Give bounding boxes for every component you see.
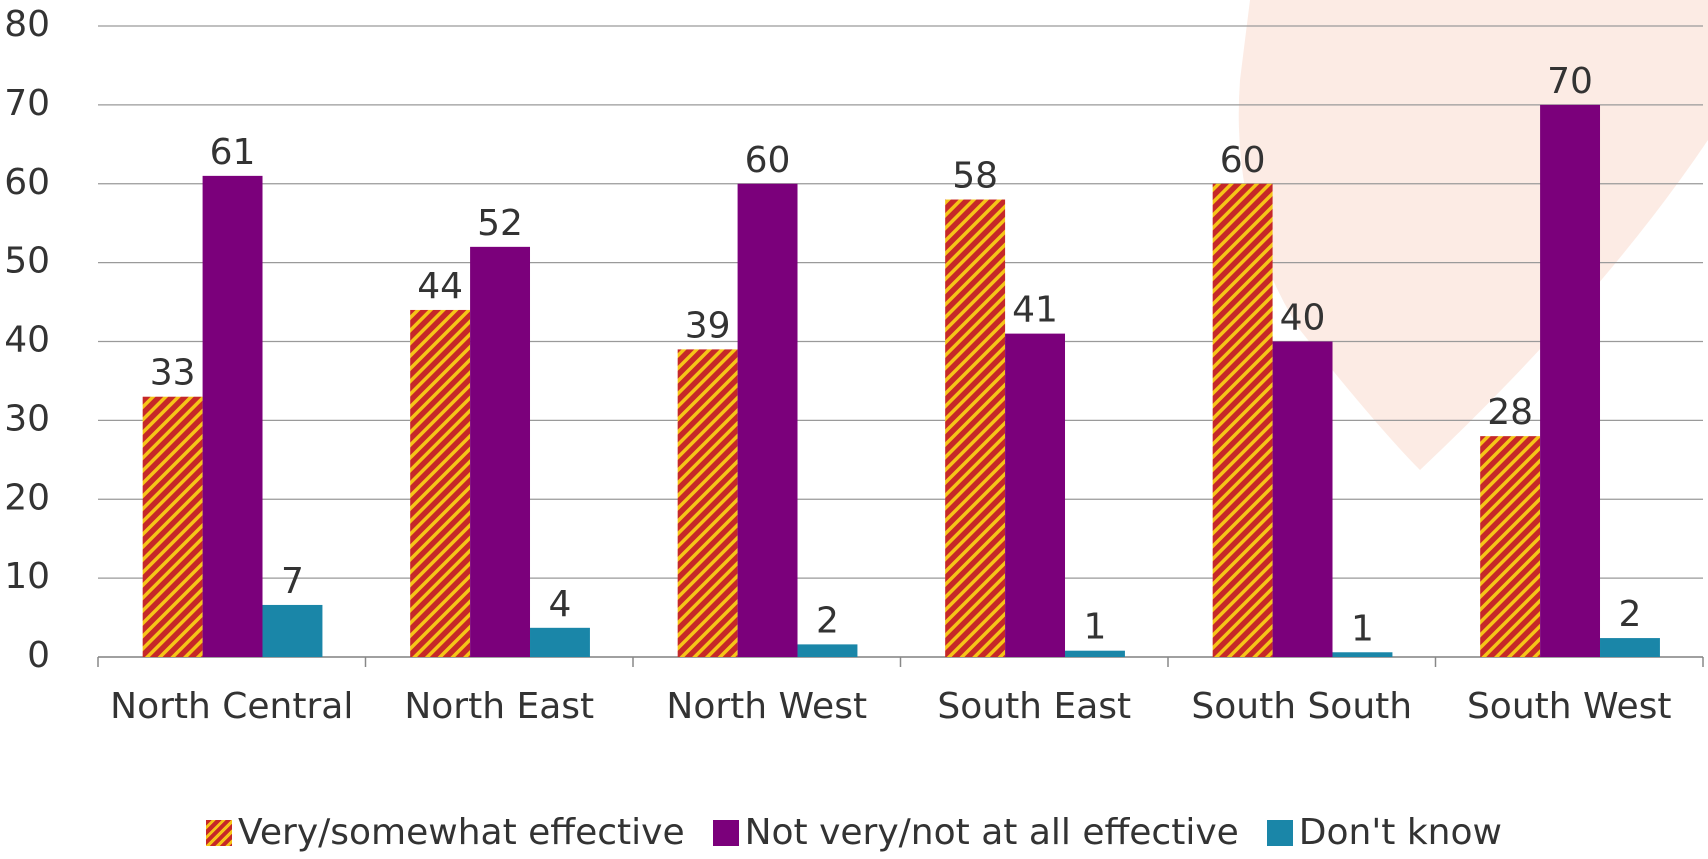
legend-swatch xyxy=(712,820,739,846)
legend-swatch xyxy=(1266,820,1293,846)
legend: Very/somewhat effective Not very/not at a… xyxy=(0,812,1708,853)
x-tick-label: North West xyxy=(666,686,868,727)
data-label: 28 xyxy=(1487,392,1533,433)
data-label: 4 xyxy=(549,584,572,625)
data-label: 60 xyxy=(745,140,791,181)
x-tick-label: South East xyxy=(937,686,1132,727)
data-label: 44 xyxy=(417,266,463,307)
x-tick-label: North East xyxy=(404,686,595,727)
data-label: 2 xyxy=(816,600,839,641)
bar xyxy=(737,183,798,657)
data-label: 40 xyxy=(1280,298,1326,339)
data-label: 1 xyxy=(1351,608,1374,649)
legend-swatch xyxy=(206,820,233,846)
y-tick-label: 80 xyxy=(4,4,50,45)
y-tick-label: 50 xyxy=(4,241,50,282)
bar xyxy=(797,644,858,657)
bar xyxy=(262,604,323,657)
legend-item: Very/somewhat effective xyxy=(206,812,685,853)
bar xyxy=(1600,638,1660,657)
y-tick-label: 60 xyxy=(4,162,50,203)
data-label: 60 xyxy=(1220,140,1266,181)
legend-label: Not very/not at all effective xyxy=(744,812,1239,853)
y-tick-label: 10 xyxy=(4,556,50,597)
bar xyxy=(142,396,203,657)
x-tick-label: South West xyxy=(1466,686,1672,727)
data-label: 70 xyxy=(1547,61,1593,102)
bar xyxy=(202,175,263,658)
bar xyxy=(1540,104,1601,657)
y-tick-label: 40 xyxy=(4,320,50,361)
data-label: 33 xyxy=(150,353,196,394)
data-label: 39 xyxy=(685,305,731,346)
bar xyxy=(1332,652,1393,657)
x-tick-label: South South xyxy=(1191,686,1413,727)
bar xyxy=(1272,341,1333,657)
data-label: 2 xyxy=(1619,594,1642,635)
data-label: 61 xyxy=(210,132,256,173)
legend-item: Not very/not at all effective xyxy=(712,812,1239,853)
bar xyxy=(410,309,471,657)
x-tick-label: North Central xyxy=(110,686,354,727)
data-label: 1 xyxy=(1084,607,1107,648)
legend-label: Very/somewhat effective xyxy=(238,812,685,853)
bar xyxy=(530,627,590,657)
y-tick-label: 0 xyxy=(27,635,50,676)
data-label: 7 xyxy=(281,561,304,602)
bar xyxy=(1065,650,1125,657)
bar xyxy=(1212,183,1273,657)
bar xyxy=(945,199,1006,657)
data-label: 41 xyxy=(1012,290,1058,331)
y-tick-label: 70 xyxy=(4,83,50,124)
y-tick-label: 20 xyxy=(4,477,50,518)
legend-item: Don't know xyxy=(1266,812,1502,853)
data-label: 58 xyxy=(952,156,998,197)
bar xyxy=(1480,436,1541,657)
bar xyxy=(677,349,738,657)
y-tick-label: 30 xyxy=(4,398,50,439)
bar xyxy=(1005,333,1066,657)
legend-label: Don't know xyxy=(1298,812,1502,853)
bar xyxy=(470,246,531,657)
data-label: 52 xyxy=(477,203,523,244)
